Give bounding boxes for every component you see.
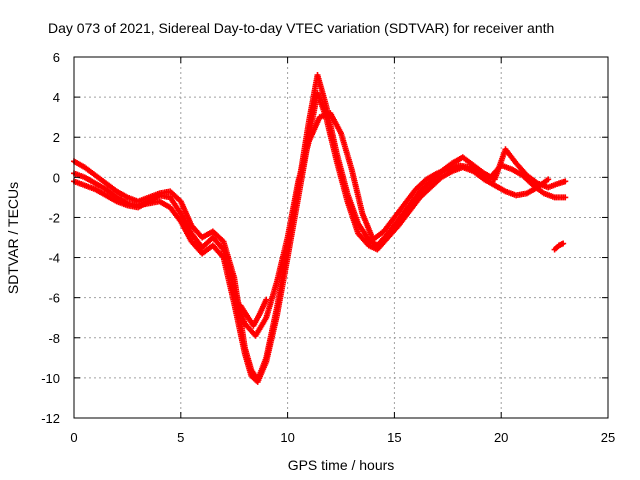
x-tick-label: 20 — [494, 430, 508, 445]
y-tick-label: -2 — [48, 210, 60, 225]
y-tick-label: -8 — [48, 331, 60, 346]
y-tick-label: -6 — [48, 291, 60, 306]
x-tick-label: 10 — [280, 430, 294, 445]
x-axis-label: GPS time / hours — [288, 457, 395, 473]
x-tick-labels: 0 5 10 15 20 25 — [70, 430, 615, 445]
grid-lines — [74, 57, 608, 418]
data-point — [562, 194, 569, 201]
y-axis-label: SDTVAR / TECUs — [5, 182, 21, 294]
data-points — [71, 72, 569, 385]
x-tick-label: 15 — [387, 430, 401, 445]
plot-frame — [73, 56, 609, 419]
y-tick-label: 2 — [53, 130, 60, 145]
series-trace-4 — [237, 296, 270, 329]
x-tick-label: 5 — [177, 430, 184, 445]
y-tick-label: -10 — [41, 371, 60, 386]
y-tick-label: 6 — [53, 50, 60, 65]
x-tick-label: 25 — [601, 430, 615, 445]
chart-title: Day 073 of 2021, Sidereal Day-to-day VTE… — [48, 20, 554, 36]
x-tick-label: 0 — [70, 430, 77, 445]
data-point — [562, 178, 569, 185]
data-point — [545, 176, 552, 183]
y-tick-label: -12 — [41, 411, 60, 426]
y-tick-labels: -12 -10 -8 -6 -4 -2 0 2 4 6 — [41, 50, 60, 426]
series-trace-2 — [71, 90, 552, 385]
data-point — [560, 240, 567, 247]
y-tick-label: 0 — [53, 170, 60, 185]
y-tick-label: 4 — [53, 90, 60, 105]
series-trace-3 — [71, 110, 569, 339]
y-tick-label: -4 — [48, 251, 60, 266]
axis-ticks — [73, 56, 609, 419]
series-trace-5 — [551, 240, 567, 253]
data-point — [263, 296, 270, 303]
